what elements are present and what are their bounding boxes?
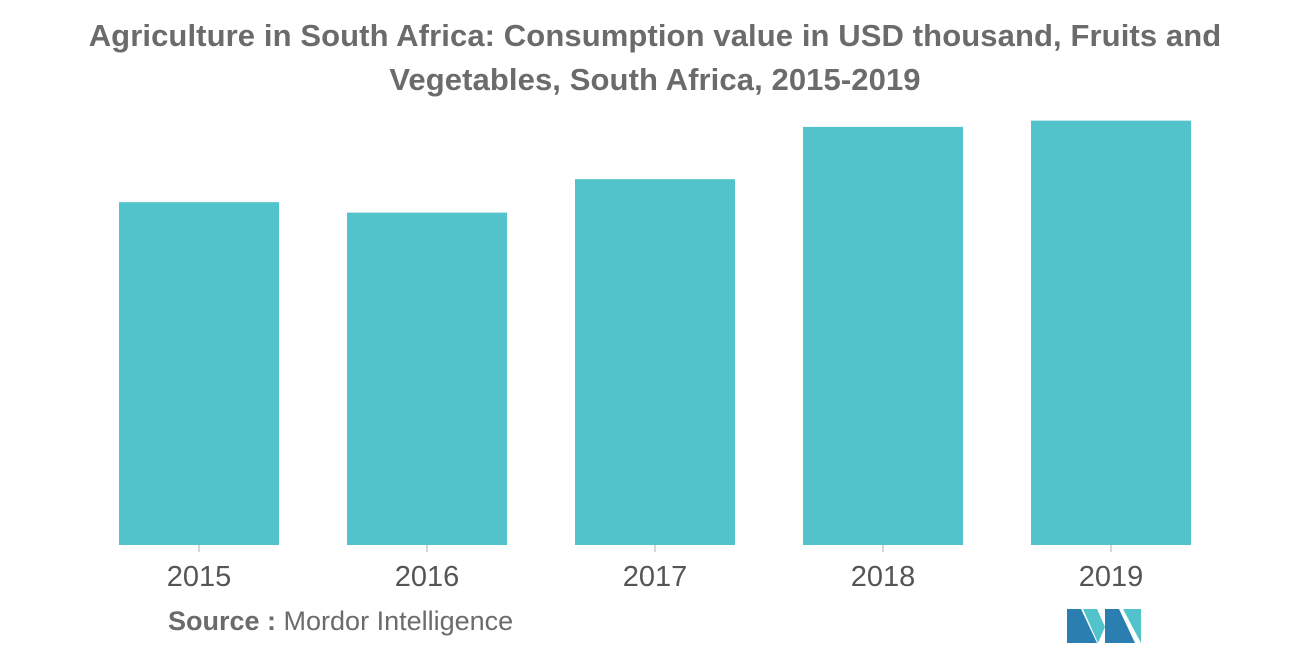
x-tick-label-2016: 2016 <box>395 561 460 593</box>
bar-2018 <box>803 126 963 546</box>
mordor-intelligence-logo-icon <box>1067 609 1141 643</box>
bar-2017 <box>575 179 735 545</box>
x-tick-label-2017: 2017 <box>623 561 688 593</box>
bar-2019 <box>1031 120 1191 545</box>
source-label: Source : <box>168 606 277 636</box>
bar-2016 <box>347 212 507 545</box>
x-axis-ticks <box>198 545 1112 552</box>
bar-2015 <box>119 202 279 545</box>
x-axis-labels: 2015 2016 2017 2018 2019 <box>167 561 1144 593</box>
x-tick-label-2015: 2015 <box>167 561 232 593</box>
x-tick-label-2018: 2018 <box>851 561 916 593</box>
source-note: Source : Mordor Intelligence <box>168 606 513 637</box>
bars-group <box>119 120 1191 546</box>
x-tick-label-2019: 2019 <box>1079 561 1144 593</box>
chart-title: Agriculture in South Africa: Consumption… <box>88 18 1222 97</box>
source-text: Mordor Intelligence <box>283 606 514 636</box>
